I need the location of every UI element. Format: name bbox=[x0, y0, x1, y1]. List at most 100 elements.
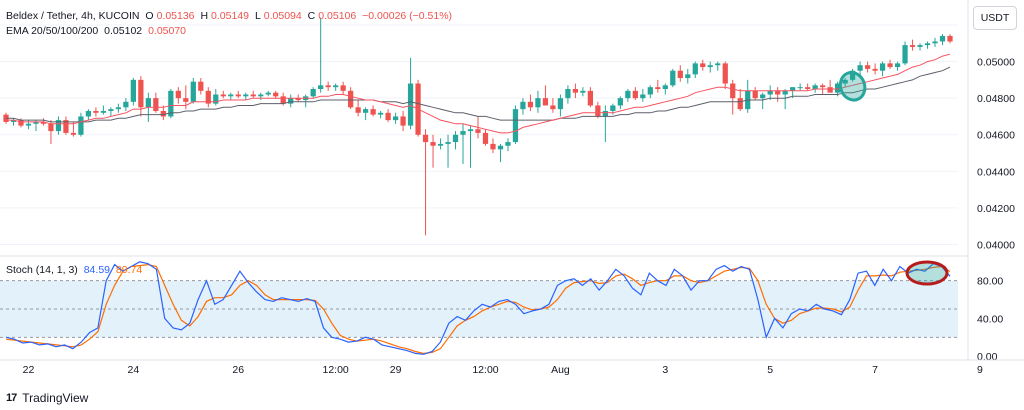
stoch-d-value: 89.74 bbox=[115, 264, 143, 276]
candle-down bbox=[550, 105, 556, 110]
stoch-header[interactable]: Stoch (14, 1, 3) 84.59 89.74 bbox=[6, 264, 142, 276]
candle-down bbox=[370, 109, 376, 115]
close-value: 0.05106 bbox=[318, 10, 357, 22]
candle-up bbox=[602, 110, 608, 117]
tradingview-wordmark: TradingView bbox=[22, 391, 89, 405]
candle-down bbox=[93, 110, 99, 113]
price-candles[interactable] bbox=[3, 17, 953, 236]
time-tick-label: 5 bbox=[767, 364, 773, 376]
candle-down bbox=[340, 85, 346, 91]
candle-up bbox=[115, 107, 122, 110]
stoch-pane[interactable] bbox=[0, 255, 968, 355]
price-tick-label: 0.04000 bbox=[977, 240, 1015, 252]
candle-up bbox=[10, 120, 17, 122]
candle-down bbox=[205, 90, 211, 104]
time-tick-label: 22 bbox=[23, 364, 35, 376]
candle-up bbox=[662, 85, 668, 90]
candle-up bbox=[685, 74, 691, 79]
candle-down bbox=[909, 45, 916, 47]
candle-down bbox=[235, 94, 241, 97]
candle-up bbox=[857, 65, 863, 71]
time-tick-label: 24 bbox=[128, 364, 140, 376]
candle-up bbox=[939, 35, 946, 42]
time-tick-label: Aug bbox=[551, 364, 570, 376]
candle-up bbox=[190, 81, 196, 102]
candle-up bbox=[894, 63, 901, 68]
candle-up bbox=[640, 94, 646, 99]
ema-label: EMA 20/50/100/200 bbox=[6, 25, 99, 37]
currency-button[interactable]: USDT bbox=[973, 6, 1017, 30]
candle-down bbox=[887, 63, 893, 68]
candle-down bbox=[422, 134, 429, 143]
candle-down bbox=[527, 101, 534, 108]
candle-up bbox=[288, 98, 294, 104]
candle-up bbox=[362, 109, 369, 113]
candle-up bbox=[834, 83, 841, 93]
candle-up bbox=[265, 92, 271, 95]
candle-up bbox=[123, 101, 129, 108]
price-grid bbox=[0, 24, 958, 246]
candle-up bbox=[902, 45, 908, 64]
candle-up bbox=[258, 94, 264, 97]
symbol-title[interactable]: Beldex / Tether, 4h, KUCOIN bbox=[6, 10, 140, 22]
time-tick-label: 9 bbox=[977, 364, 983, 376]
candle-down bbox=[280, 96, 286, 104]
stoch-axis[interactable]: 80.00 40.00 0.00 bbox=[977, 276, 1003, 364]
candle-up bbox=[924, 43, 931, 46]
candle-down bbox=[18, 120, 24, 126]
candle-up bbox=[782, 90, 788, 95]
candle-down bbox=[40, 121, 47, 124]
candle-up bbox=[707, 65, 713, 68]
high-value: 0.05149 bbox=[211, 10, 250, 22]
low-value: 0.05094 bbox=[263, 10, 302, 22]
candle-down bbox=[273, 92, 279, 97]
time-tick-label: 12:00 bbox=[472, 364, 498, 376]
candle-up bbox=[917, 45, 923, 47]
candle-up bbox=[55, 120, 62, 132]
candle-up bbox=[610, 105, 616, 111]
price-tick-label: 0.04600 bbox=[977, 130, 1015, 142]
candle-up bbox=[377, 112, 384, 115]
candle-up bbox=[318, 85, 324, 90]
candle-down bbox=[138, 79, 144, 108]
candle-up bbox=[333, 85, 339, 88]
candle-up bbox=[557, 98, 564, 110]
candle-down bbox=[730, 83, 736, 99]
candle-up bbox=[85, 110, 92, 117]
candle-up bbox=[790, 87, 796, 91]
candle-up bbox=[497, 145, 504, 150]
time-tick-label: 3 bbox=[662, 364, 668, 376]
candle-up bbox=[812, 85, 818, 90]
candle-up bbox=[670, 70, 676, 86]
candle-down bbox=[490, 143, 496, 150]
price-axis[interactable]: 0.052000.050000.048000.046000.044000.042… bbox=[967, 0, 1015, 360]
candle-down bbox=[827, 87, 833, 93]
candle-down bbox=[655, 87, 661, 90]
candle-down bbox=[430, 142, 436, 146]
tradingview-branding[interactable]: 17 TradingView bbox=[6, 391, 88, 405]
candle-down bbox=[482, 132, 489, 144]
candle-up bbox=[33, 121, 39, 124]
candle-down bbox=[542, 98, 549, 106]
price-tick-label: 0.04200 bbox=[977, 203, 1015, 215]
candle-down bbox=[722, 63, 728, 84]
stoch-overbought-highlight bbox=[905, 260, 949, 286]
time-axis[interactable]: 22 24 26 12:00 29 12:00 Aug 3 5 7 9 bbox=[0, 359, 1024, 376]
ema-header[interactable]: EMA 20/50/100/200 0.05102 0.05070 bbox=[6, 25, 189, 37]
buy-signal-highlight bbox=[838, 70, 867, 102]
candle-up bbox=[25, 123, 32, 126]
candle-down bbox=[775, 90, 781, 95]
close-label: C bbox=[307, 10, 316, 22]
stoch-label: Stoch (14, 1, 3) bbox=[6, 264, 78, 276]
candle-down bbox=[475, 129, 481, 133]
candle-up bbox=[437, 143, 444, 146]
candle-up bbox=[932, 41, 938, 44]
annotations bbox=[838, 70, 949, 286]
candle-down bbox=[295, 98, 301, 100]
candle-up bbox=[535, 98, 541, 108]
candle-up bbox=[100, 110, 107, 113]
candle-up bbox=[407, 83, 414, 126]
candle-up bbox=[78, 116, 84, 135]
candle-down bbox=[752, 90, 758, 99]
candle-down bbox=[595, 105, 601, 117]
